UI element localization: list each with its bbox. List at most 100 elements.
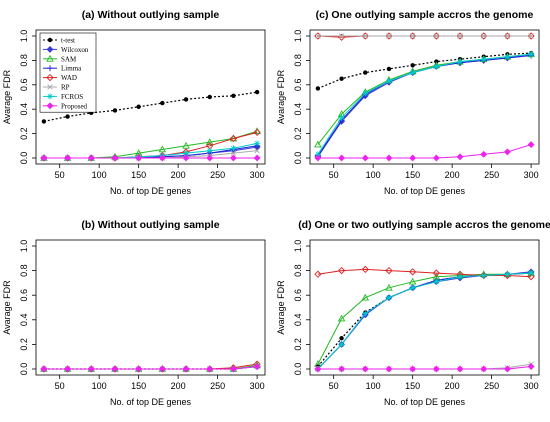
data-point [111,154,119,162]
series-line [317,271,532,370]
series-proposed [40,154,261,162]
data-point [337,314,346,322]
x-tick-label: 150 [405,170,420,180]
data-point [40,154,48,162]
data-point [385,266,393,275]
data-point [528,51,535,58]
data-point [361,32,369,40]
data-point [207,94,212,100]
legend-label: Wilcoxon [61,46,89,54]
x-tick-label: 150 [131,170,146,180]
y-tick-label: 0.8 [293,264,303,277]
series-line [317,53,532,145]
series-wad [314,32,535,41]
data-point [135,365,143,373]
x-tick-label: 200 [171,170,186,180]
data-point [205,138,214,145]
legend-label: SAM [61,55,77,63]
data-point [314,140,322,148]
data-point [112,108,118,113]
y-tick-label: 0.2 [293,127,303,140]
data-point [230,150,237,156]
data-point [254,89,260,95]
x-tick-label: 100 [366,170,381,180]
y-tick-label: 1.0 [19,240,29,253]
series-line [317,272,532,370]
data-point [409,33,416,39]
data-point [40,365,48,373]
y-tick-label: 0.8 [293,54,303,67]
x-tick-label: 150 [131,381,146,391]
data-point [385,154,393,162]
x-axis-label: No. of top DE genes [110,397,192,407]
data-point [254,140,261,147]
series-wilcoxon [314,50,535,161]
data-point [362,90,369,97]
series-line [43,366,258,370]
y-tick-label: 0.6 [293,79,303,92]
data-point [527,32,535,40]
y-tick-label: 0.2 [19,127,29,140]
chart-title: (b) Without outlying sample [81,219,219,231]
data-point [433,63,440,70]
y-axis-label: Avarage FDR [276,280,286,335]
y-tick-label: 0.0 [19,363,29,376]
data-point [457,273,464,280]
legend-marker [46,73,54,82]
data-point [504,271,511,278]
data-point [410,63,415,68]
plot-frame [35,239,266,376]
x-tick-label: 250 [484,381,499,391]
series-rp [315,33,534,39]
data-point [503,32,512,40]
series-line [317,268,532,278]
y-tick-label: 0.6 [19,289,29,302]
data-point [385,32,393,40]
y-axis-label: Avarage FDR [2,69,12,124]
data-point [362,33,368,39]
data-point [480,365,488,373]
data-point [457,58,464,65]
data-point [361,293,370,301]
series-limma [314,270,535,372]
data-point [433,278,440,285]
data-point [362,310,369,317]
data-point [64,154,72,162]
x-tick-label: 300 [524,170,539,180]
data-point [528,33,534,39]
y-tick-label: 1.0 [19,30,29,43]
data-point [314,32,322,40]
data-point [432,32,440,40]
data-point [409,69,416,76]
data-point [182,365,190,373]
data-point [385,283,393,291]
series-t-test [315,270,534,369]
legend-label: RP [61,84,70,92]
y-tick-label: 0.6 [293,289,303,302]
legend-marker [47,65,53,72]
series-line [43,363,258,370]
x-tick-label: 200 [445,170,460,180]
legend-marker [46,54,54,62]
series-wad [314,265,535,281]
series-line [317,144,532,159]
y-tick-label: 0.0 [293,363,303,376]
data-point [409,365,417,373]
x-tick-label: 250 [210,381,225,391]
y-tick-label: 0.4 [19,103,29,116]
legend-label: WAD [61,74,77,82]
data-point [386,33,392,39]
data-point [503,148,511,156]
data-point [386,66,392,72]
data-point [338,114,345,121]
data-point [433,33,440,39]
series-line [317,363,532,370]
data-point [337,266,346,275]
data-point [338,365,346,373]
series-line [317,53,532,155]
series-fcros [314,270,535,372]
series-proposed [314,141,535,162]
data-point [527,363,535,370]
data-point [409,284,416,291]
